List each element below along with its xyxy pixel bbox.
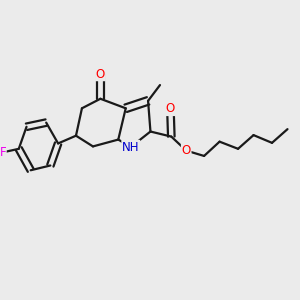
Text: F: F — [0, 146, 6, 159]
Text: O: O — [166, 102, 175, 116]
Text: O: O — [96, 68, 105, 80]
Text: O: O — [182, 144, 191, 157]
Text: NH: NH — [122, 140, 140, 154]
